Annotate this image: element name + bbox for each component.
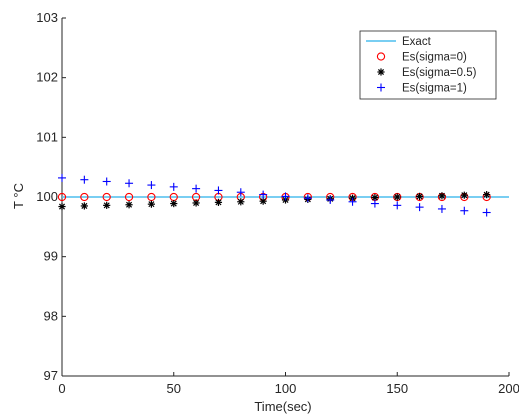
data-point bbox=[214, 198, 223, 206]
marker-stroke bbox=[371, 194, 378, 201]
marker-stroke bbox=[377, 68, 385, 76]
marker-stroke bbox=[260, 198, 267, 205]
data-point bbox=[57, 192, 67, 202]
y-axis-label: T °C bbox=[11, 183, 26, 209]
y-tick-label: 100 bbox=[36, 189, 58, 204]
marker-stroke bbox=[170, 200, 177, 207]
data-point bbox=[348, 197, 357, 206]
marker-stroke bbox=[215, 199, 222, 206]
legend-marker bbox=[376, 52, 386, 61]
data-point bbox=[259, 197, 267, 205]
data-point bbox=[236, 188, 245, 197]
marker-stroke bbox=[438, 192, 445, 199]
x-axis-label: Time(sec) bbox=[254, 399, 311, 414]
data-point bbox=[214, 186, 223, 195]
y-tick-label: 101 bbox=[36, 129, 58, 144]
data-point bbox=[125, 201, 133, 209]
data-point bbox=[102, 192, 111, 202]
data-point bbox=[170, 199, 178, 208]
data-point bbox=[169, 182, 178, 191]
plot-area bbox=[57, 173, 509, 217]
data-point bbox=[58, 173, 66, 182]
y-tick-label: 103 bbox=[36, 10, 58, 25]
data-point bbox=[147, 200, 155, 208]
marker-stroke bbox=[103, 202, 110, 209]
marker-stroke bbox=[58, 203, 66, 210]
data-point bbox=[415, 203, 424, 212]
x-tick-label: 200 bbox=[498, 381, 519, 396]
marker-stroke bbox=[483, 191, 490, 198]
marker-stroke bbox=[193, 199, 200, 206]
legend-marker bbox=[377, 68, 385, 76]
data-point bbox=[393, 201, 402, 210]
data-point bbox=[124, 192, 134, 202]
data-point bbox=[147, 181, 156, 190]
y-tick-label: 98 bbox=[44, 308, 58, 323]
data-point bbox=[237, 198, 245, 206]
data-point bbox=[58, 202, 66, 211]
data-point bbox=[103, 201, 111, 209]
series-2 bbox=[58, 191, 491, 211]
legend-label: Es(sigma=0.5) bbox=[402, 67, 477, 79]
data-point bbox=[80, 175, 89, 184]
data-point bbox=[460, 191, 468, 199]
data-point bbox=[483, 191, 491, 199]
marker-stroke bbox=[461, 192, 468, 199]
data-point bbox=[192, 199, 200, 207]
data-point bbox=[281, 192, 290, 201]
data-point bbox=[438, 192, 446, 200]
data-point bbox=[259, 190, 268, 199]
legend-label: Exact bbox=[402, 36, 432, 48]
x-tick-label: 0 bbox=[58, 381, 65, 396]
marker-stroke bbox=[237, 198, 244, 205]
data-point bbox=[416, 192, 424, 201]
marker-stroke bbox=[148, 201, 155, 208]
y-tick-label: 99 bbox=[44, 249, 58, 264]
legend-entry: Es(sigma=0) bbox=[376, 52, 467, 64]
marker-stroke bbox=[416, 193, 423, 200]
legend-entry: Exact bbox=[366, 36, 432, 48]
data-point bbox=[460, 206, 469, 215]
data-point bbox=[482, 208, 491, 217]
data-point bbox=[303, 194, 312, 203]
data-point bbox=[80, 192, 89, 202]
data-point bbox=[370, 199, 379, 208]
data-point bbox=[326, 195, 335, 204]
legend-label: Es(sigma=1) bbox=[402, 83, 467, 95]
legend-label: Es(sigma=0) bbox=[402, 52, 467, 64]
x-tick-label: 150 bbox=[386, 381, 408, 396]
data-point bbox=[192, 184, 201, 193]
legend-entry: Es(sigma=1) bbox=[377, 83, 467, 95]
y-tick-label: 102 bbox=[36, 70, 58, 85]
legend-entry: Es(sigma=0.5) bbox=[377, 67, 477, 79]
legend-marker bbox=[377, 83, 385, 92]
data-point bbox=[125, 179, 134, 188]
legend: Exact Es(sigma=0) Es(sigma=0.5) Es(sigma=1) bbox=[359, 30, 497, 100]
data-point bbox=[80, 202, 88, 210]
x-tick-label: 100 bbox=[275, 381, 297, 396]
marker-stroke bbox=[394, 193, 401, 201]
marker-stroke bbox=[126, 201, 133, 208]
data-point bbox=[393, 193, 401, 201]
data-point bbox=[102, 177, 111, 186]
x-tick-label: 50 bbox=[167, 381, 181, 396]
data-point bbox=[437, 204, 446, 213]
series-3 bbox=[58, 173, 491, 217]
y-tick-label: 97 bbox=[44, 368, 58, 383]
marker-stroke bbox=[81, 202, 88, 209]
